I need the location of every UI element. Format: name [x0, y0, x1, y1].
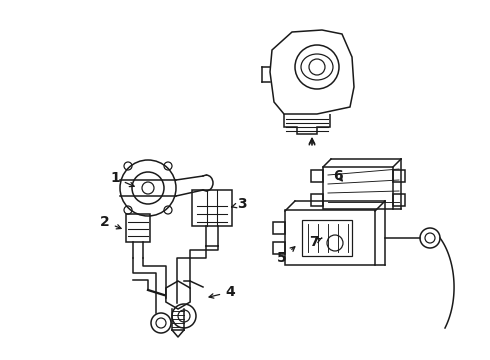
Bar	[311, 194, 323, 206]
Text: 4: 4	[209, 285, 235, 299]
Bar	[323, 167, 393, 209]
Bar	[285, 210, 375, 265]
Text: 3: 3	[232, 197, 247, 211]
Text: 1: 1	[110, 171, 134, 186]
Bar	[311, 170, 323, 182]
Bar	[126, 214, 150, 242]
Bar	[273, 242, 285, 254]
Text: 6: 6	[333, 169, 343, 183]
Text: 7: 7	[309, 235, 321, 249]
Bar	[393, 170, 405, 182]
Bar	[192, 190, 232, 226]
Text: 5: 5	[277, 247, 295, 265]
Text: 2: 2	[100, 215, 121, 229]
Bar	[302, 220, 352, 256]
Bar	[273, 222, 285, 234]
Bar	[393, 194, 405, 206]
